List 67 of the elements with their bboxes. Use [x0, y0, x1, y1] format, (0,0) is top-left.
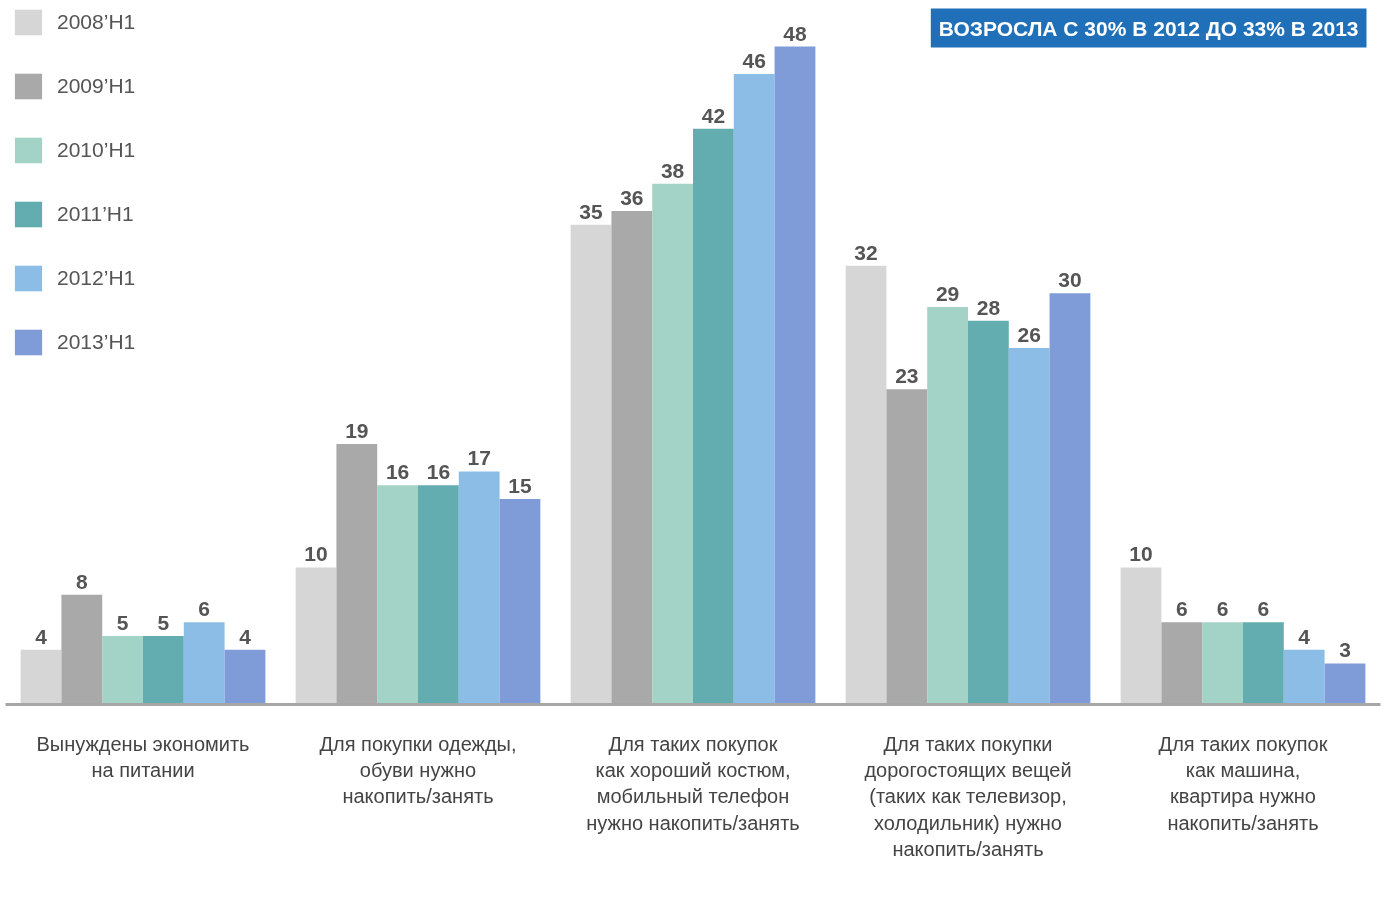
bar [652, 183, 693, 705]
x-tick-label: Вынуждены экономить на питании [36, 732, 250, 781]
data-label: 30 [1058, 268, 1082, 292]
x-tick-label: Для покупки одежды, обуви нужно накопить/занять [319, 732, 517, 808]
bar [295, 567, 337, 705]
data-label: 46 [742, 48, 766, 72]
data-label: 48 [783, 21, 807, 45]
x-tick-label: Для таких покупки дорогостоящих вещей (таких как телевизор, холодильник) нужно накопить/занять [864, 732, 1072, 861]
bar [693, 128, 734, 705]
legend-label: 2011’H1 [57, 201, 134, 227]
text: ВОЗРОСЛА С 30% В 2012 ДО 33% В 2013 [938, 16, 1359, 40]
data-label: 5 [116, 610, 129, 634]
data-label: 5 [157, 610, 170, 634]
bar [1008, 348, 1050, 705]
legend-label: 2013’H1 [57, 329, 136, 355]
data-label: 4 [239, 624, 252, 648]
bar [1049, 293, 1091, 705]
bar [418, 485, 459, 705]
bar [143, 635, 184, 705]
legend-label: 2012’H1 [57, 265, 136, 291]
bar [377, 485, 418, 705]
data-label: 6 [1175, 597, 1188, 621]
bar [968, 320, 1009, 705]
data-label: 8 [75, 569, 88, 593]
bar [224, 649, 266, 705]
bar [1324, 663, 1366, 705]
data-label: 16 [426, 460, 451, 484]
data-label: 6 [198, 597, 211, 621]
bar [774, 46, 816, 705]
bar [1243, 622, 1284, 705]
data-label: 19 [345, 419, 369, 443]
data-label: 10 [1129, 542, 1153, 566]
bar [20, 649, 62, 705]
data-label: 15 [508, 473, 532, 497]
data-label: 32 [854, 240, 878, 264]
data-label: 28 [976, 295, 1001, 319]
data-label: 17 [467, 446, 491, 470]
bar [458, 471, 500, 705]
data-label: 36 [620, 186, 644, 210]
data-label: 38 [660, 158, 685, 182]
data-label: 10 [304, 542, 328, 566]
data-label: 23 [895, 364, 919, 388]
data-label: 6 [1216, 597, 1229, 621]
x-tick-label: Для таких покупок как машина, квартира нужно накопить/занять [1158, 732, 1328, 834]
bar [733, 73, 775, 705]
data-label: 42 [701, 103, 726, 127]
data-label: 4 [35, 624, 48, 648]
data-label: 4 [1298, 624, 1311, 648]
bar [927, 306, 968, 705]
data-label: 16 [385, 460, 410, 484]
bar [845, 265, 887, 705]
data-label: 26 [1017, 323, 1041, 347]
legend-label: 2010’H1 [57, 137, 136, 163]
bar [183, 622, 225, 705]
legend-label: 2008’H1 [57, 9, 136, 35]
legend-label: 2009’H1 [57, 73, 136, 99]
data-label: 3 [1339, 638, 1351, 662]
bar [1283, 649, 1325, 705]
x-tick-label: Для таких покупок как хороший костюм, мобильный телефон нужно накопить/занять [586, 732, 800, 834]
bar [1120, 567, 1162, 705]
data-label: 6 [1257, 597, 1270, 621]
bar [499, 498, 541, 705]
data-label: 29 [935, 281, 960, 305]
bar [102, 635, 143, 705]
data-label: 35 [579, 199, 604, 223]
bar [570, 224, 612, 705]
bar [1202, 622, 1243, 705]
